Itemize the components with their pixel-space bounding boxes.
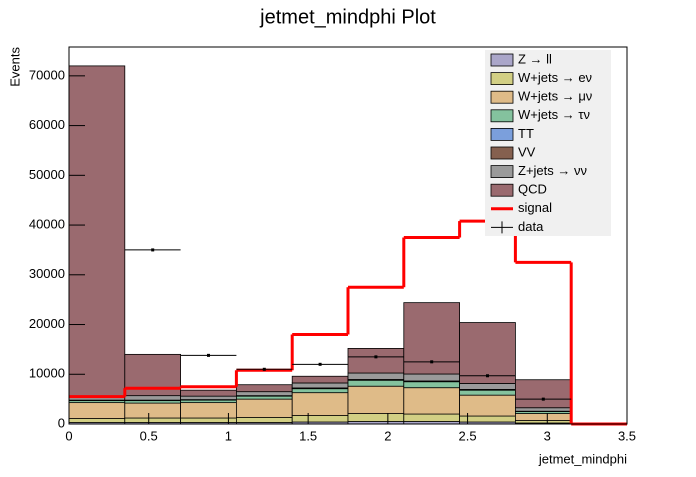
x-axis-label: jetmet_mindphi xyxy=(538,451,627,466)
histogram-bar xyxy=(404,374,460,381)
histogram-bar xyxy=(236,385,292,392)
data-point xyxy=(542,398,545,401)
legend-label: signal xyxy=(518,200,552,215)
data-point xyxy=(207,354,210,357)
histogram-bar xyxy=(125,403,181,418)
histogram-bar xyxy=(69,403,125,419)
x-tick-label: 1.5 xyxy=(299,428,317,443)
data-point xyxy=(151,248,154,251)
histogram-bar xyxy=(404,388,460,414)
legend-swatch xyxy=(491,54,513,66)
data-point xyxy=(430,360,433,363)
legend-swatch xyxy=(491,73,513,85)
data-point xyxy=(374,355,377,358)
histogram-bar xyxy=(69,66,125,396)
legend-swatch xyxy=(491,184,513,196)
y-tick-label: 70000 xyxy=(29,67,65,82)
y-tick-label: 30000 xyxy=(29,266,65,281)
histogram-bar xyxy=(236,418,292,423)
histogram-bar xyxy=(515,414,571,421)
histogram-bar xyxy=(236,399,292,417)
y-tick-label: 50000 xyxy=(29,167,65,182)
histogram-bar xyxy=(515,408,571,411)
legend-label: W+jets → τν xyxy=(518,107,590,122)
histogram-bar xyxy=(348,386,404,413)
x-tick-label: 0.5 xyxy=(140,428,158,443)
x-tick-label: 2.5 xyxy=(459,428,477,443)
legend-swatch xyxy=(491,91,513,103)
histogram-bar xyxy=(348,373,404,379)
histogram-bar xyxy=(348,414,404,422)
y-tick-label: 60000 xyxy=(29,117,65,132)
histogram-bar xyxy=(292,383,348,388)
histogram-bar xyxy=(460,383,516,389)
histogram-bar xyxy=(404,414,460,421)
y-tick-label: 0 xyxy=(58,415,65,430)
histogram-bar xyxy=(348,348,404,373)
x-tick-label: 3 xyxy=(544,428,551,443)
histogram-bar xyxy=(236,392,292,396)
legend-label: QCD xyxy=(518,182,547,197)
legend-label: W+jets → μν xyxy=(518,89,592,104)
data-point xyxy=(263,368,266,371)
x-tick-label: 1 xyxy=(225,428,232,443)
data-point xyxy=(319,363,322,366)
y-tick-label: 10000 xyxy=(29,366,65,381)
histogram-bar xyxy=(292,376,348,383)
histogram-bar xyxy=(292,416,348,422)
legend-label: Z → ll xyxy=(518,51,552,66)
x-tick-label: 3.5 xyxy=(618,428,636,443)
histogram-bar xyxy=(460,395,516,416)
legend-swatch xyxy=(491,147,513,159)
histogram-bar xyxy=(236,396,292,399)
legend-label: W+jets → eν xyxy=(518,70,592,85)
histogram-bar xyxy=(125,396,181,400)
legend: Z → ll W+jets → eν W+jets → μν W+jets → τν T… xyxy=(485,50,611,236)
legend-label: data xyxy=(518,219,544,234)
legend-swatch xyxy=(491,166,513,178)
histogram-bar xyxy=(292,389,348,393)
histogram-bar xyxy=(181,396,237,399)
histogram-bar xyxy=(348,380,404,386)
histogram-bar xyxy=(460,390,516,395)
legend-label: VV xyxy=(518,144,536,159)
y-axis-label: Events xyxy=(7,47,22,87)
histogram-bar xyxy=(515,380,571,408)
histogram-bar xyxy=(404,382,460,388)
histogram-bar xyxy=(125,418,181,422)
legend-swatch xyxy=(491,110,513,122)
x-tick-label: 0 xyxy=(65,428,72,443)
histogram-bar xyxy=(181,390,237,396)
y-tick-label: 40000 xyxy=(29,216,65,231)
histogram-bar xyxy=(292,393,348,416)
legend-label: TT xyxy=(518,126,534,141)
legend-swatch xyxy=(491,128,513,140)
data-point xyxy=(486,374,489,377)
y-tick-label: 20000 xyxy=(29,316,65,331)
histogram-bar xyxy=(69,419,125,423)
legend-label: Z+jets → νν xyxy=(518,163,587,178)
x-tick-label: 2 xyxy=(384,428,391,443)
chart-title: jetmet_mindphi Plot xyxy=(259,6,436,28)
